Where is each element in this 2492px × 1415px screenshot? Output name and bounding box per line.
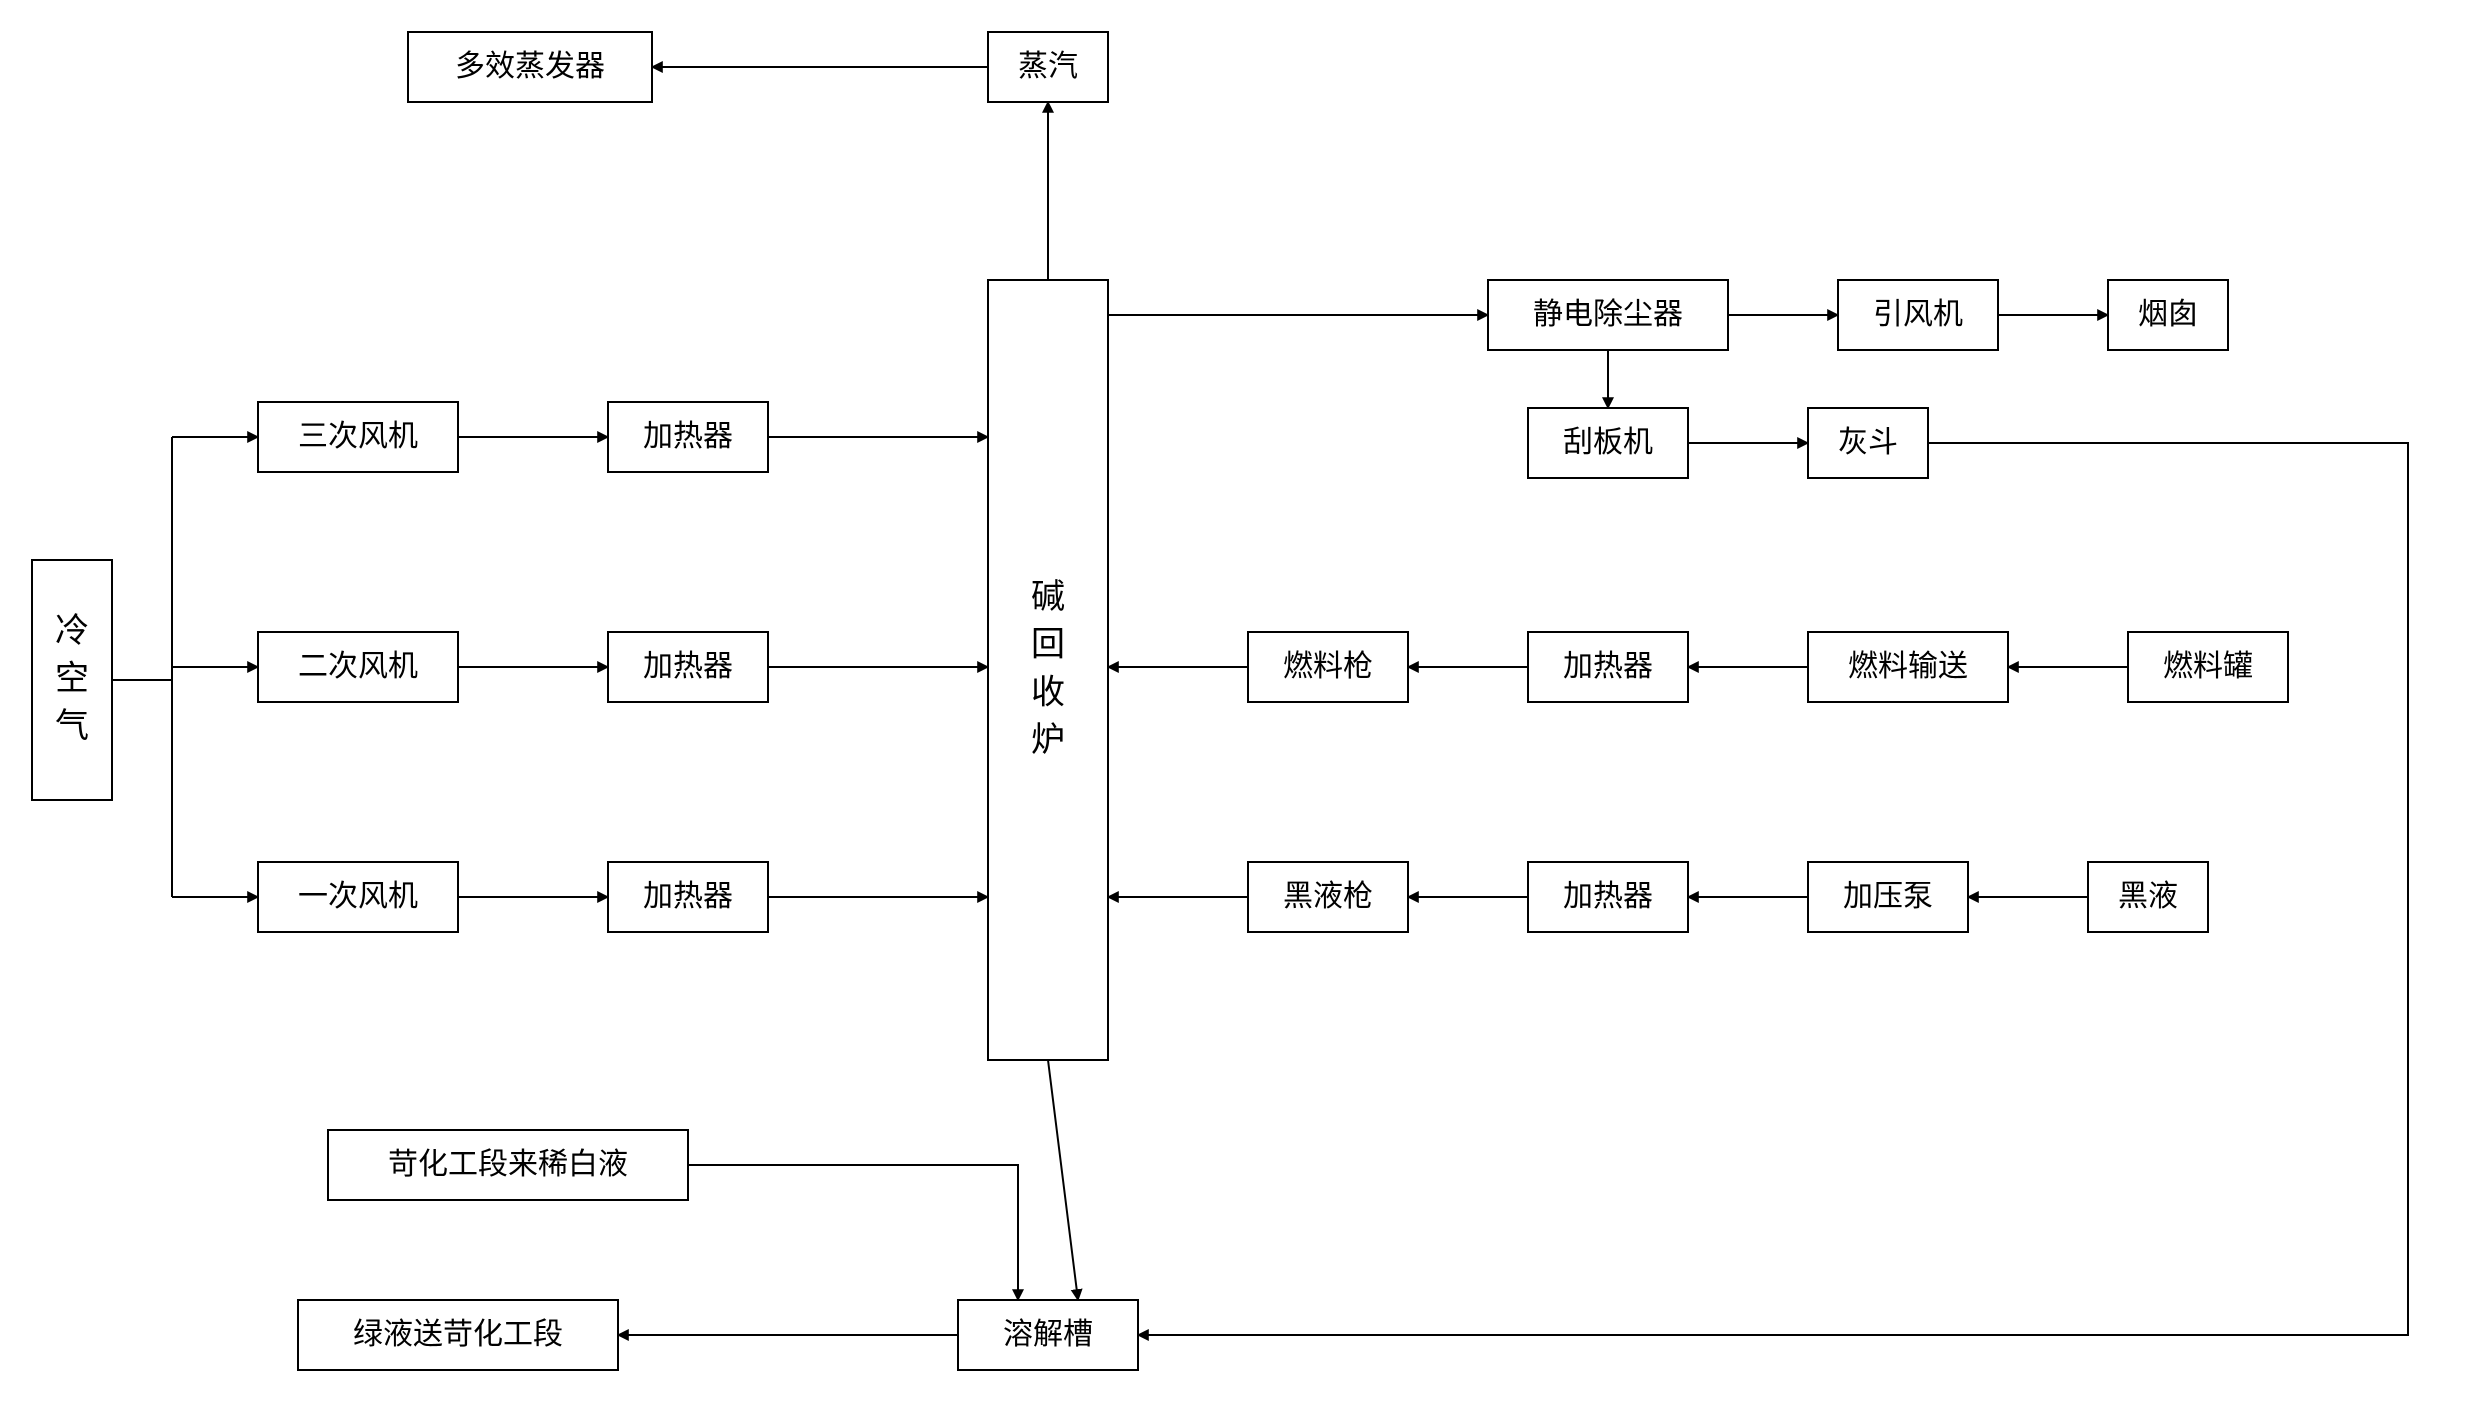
node-scraper-label: 刮板机 bbox=[1563, 426, 1653, 459]
node-bl_heater: 加热器 bbox=[1528, 862, 1688, 932]
node-pressure_pump-label: 加压泵 bbox=[1843, 880, 1933, 913]
node-furnace-label-char-3: 炉 bbox=[1031, 721, 1065, 759]
node-bl_heater-label: 加热器 bbox=[1563, 880, 1653, 913]
node-scraper: 刮板机 bbox=[1528, 408, 1688, 478]
node-fuel_transport-label: 燃料输送 bbox=[1848, 650, 1968, 683]
node-chimney-label: 烟囱 bbox=[2138, 298, 2198, 331]
node-esp-label: 静电除尘器 bbox=[1533, 298, 1683, 331]
node-fuel_gun: 燃料枪 bbox=[1248, 632, 1408, 702]
edge-white_liquor-dissolver bbox=[688, 1165, 1018, 1300]
node-cold_air: 冷空气 bbox=[32, 560, 112, 800]
node-black_liquor-label: 黑液 bbox=[2118, 880, 2178, 913]
node-fan3: 三次风机 bbox=[258, 402, 458, 472]
node-furnace-label-char-2: 收 bbox=[1031, 673, 1065, 711]
node-steam: 蒸汽 bbox=[988, 32, 1108, 102]
node-evaporator: 多效蒸发器 bbox=[408, 32, 652, 102]
node-heater1-label: 加热器 bbox=[643, 880, 733, 913]
node-evaporator-label: 多效蒸发器 bbox=[455, 50, 605, 83]
flowchart-svg: 多效蒸发器蒸汽三次风机加热器二次风机加热器一次风机加热器冷空气碱回收炉静电除尘器… bbox=[0, 0, 2492, 1415]
node-cold_air-label-char-2: 气 bbox=[55, 707, 89, 745]
node-chimney: 烟囱 bbox=[2108, 280, 2228, 350]
node-bl_gun-label: 黑液枪 bbox=[1283, 880, 1373, 913]
node-fuel_heater-label: 加热器 bbox=[1563, 650, 1653, 683]
node-furnace-label-char-1: 回 bbox=[1031, 627, 1065, 664]
node-dissolver-label: 溶解槽 bbox=[1003, 1318, 1093, 1351]
nodes-layer: 多效蒸发器蒸汽三次风机加热器二次风机加热器一次风机加热器冷空气碱回收炉静电除尘器… bbox=[32, 32, 2288, 1370]
node-heater3: 加热器 bbox=[608, 402, 768, 472]
node-fuel_gun-label: 燃料枪 bbox=[1283, 650, 1373, 683]
node-green_liquor: 绿液送苛化工段 bbox=[298, 1300, 618, 1370]
node-cold_air-label-char-1: 空 bbox=[55, 660, 89, 698]
node-id_fan: 引风机 bbox=[1838, 280, 1998, 350]
node-fuel_tank: 燃料罐 bbox=[2128, 632, 2288, 702]
node-green_liquor-label: 绿液送苛化工段 bbox=[353, 1318, 563, 1351]
node-furnace: 碱回收炉 bbox=[988, 280, 1108, 1060]
node-black_liquor: 黑液 bbox=[2088, 862, 2208, 932]
node-steam-label: 蒸汽 bbox=[1018, 50, 1078, 83]
node-pressure_pump: 加压泵 bbox=[1808, 862, 1968, 932]
node-ash_hopper: 灰斗 bbox=[1808, 408, 1928, 478]
node-fan2: 二次风机 bbox=[258, 632, 458, 702]
node-fuel_heater: 加热器 bbox=[1528, 632, 1688, 702]
node-bl_gun: 黑液枪 bbox=[1248, 862, 1408, 932]
node-heater2-label: 加热器 bbox=[643, 650, 733, 683]
node-dissolver: 溶解槽 bbox=[958, 1300, 1138, 1370]
node-heater2: 加热器 bbox=[608, 632, 768, 702]
node-fuel_tank-label: 燃料罐 bbox=[2163, 650, 2253, 683]
node-white_liquor-label: 苛化工段来稀白液 bbox=[388, 1148, 628, 1181]
node-esp: 静电除尘器 bbox=[1488, 280, 1728, 350]
node-white_liquor: 苛化工段来稀白液 bbox=[328, 1130, 688, 1200]
node-fan1-label: 一次风机 bbox=[298, 880, 418, 913]
node-furnace-label-char-0: 碱 bbox=[1031, 579, 1065, 616]
node-fan2-label: 二次风机 bbox=[298, 650, 418, 683]
node-fuel_transport: 燃料输送 bbox=[1808, 632, 2008, 702]
node-ash_hopper-label: 灰斗 bbox=[1838, 426, 1898, 459]
node-fan1: 一次风机 bbox=[258, 862, 458, 932]
node-heater3-label: 加热器 bbox=[643, 420, 733, 453]
node-id_fan-label: 引风机 bbox=[1873, 298, 1963, 331]
node-heater1: 加热器 bbox=[608, 862, 768, 932]
edge-furnace-dissolver bbox=[1048, 1060, 1078, 1300]
node-cold_air-label-char-0: 冷 bbox=[55, 612, 89, 650]
node-fan3-label: 三次风机 bbox=[298, 420, 418, 453]
